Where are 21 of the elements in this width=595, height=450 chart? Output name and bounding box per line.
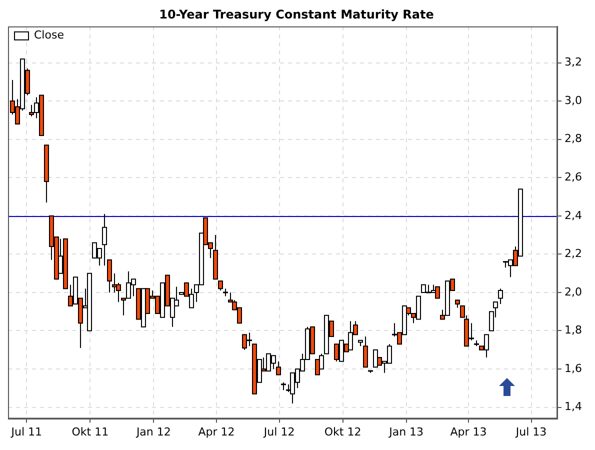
legend-label: Close xyxy=(34,28,64,42)
y-tick-label: 1,8 xyxy=(564,324,582,337)
x-tick-label: Jul 12 xyxy=(262,425,295,438)
x-tick-label: Okt 11 xyxy=(72,425,109,438)
x-tick-label: Jan 12 xyxy=(135,425,171,438)
y-tick-label: 2,4 xyxy=(564,208,582,222)
chart-title: 10-Year Treasury Constant Maturity Rate xyxy=(159,7,434,22)
x-tick-label: Apr 13 xyxy=(450,425,487,438)
y-tick-label: 2,8 xyxy=(564,132,582,146)
y-tick-label: 2,6 xyxy=(564,170,582,184)
y-tick-label: 2,0 xyxy=(564,285,582,298)
x-tick-label: Jan 13 xyxy=(388,425,424,438)
y-tick-label: 3,0 xyxy=(564,94,582,107)
x-tick-label: Apr 12 xyxy=(198,425,235,438)
y-tick-label: 1,4 xyxy=(564,400,582,414)
y-tick-label: 2,2 xyxy=(564,247,582,260)
y-tick-label: 3,2 xyxy=(564,56,582,69)
y-tick-label: 1,6 xyxy=(564,362,582,375)
x-tick-label: Jul 11 xyxy=(10,425,42,438)
x-tick-label: Jul 13 xyxy=(514,425,547,438)
x-tick-label: Okt 12 xyxy=(324,425,362,438)
